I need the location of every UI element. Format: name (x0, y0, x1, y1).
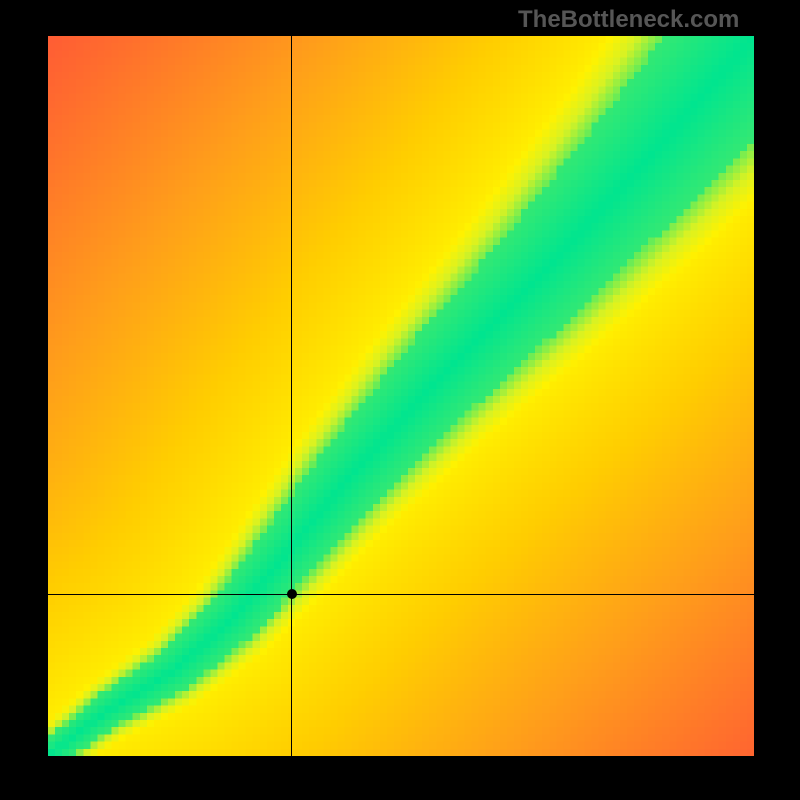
crosshair-horizontal (48, 594, 754, 595)
datapoint-marker (287, 589, 297, 599)
chart-container: TheBottleneck.com (0, 0, 800, 800)
crosshair-vertical (291, 36, 292, 756)
watermark-text: TheBottleneck.com (518, 6, 739, 34)
bottleneck-heatmap (48, 36, 754, 756)
